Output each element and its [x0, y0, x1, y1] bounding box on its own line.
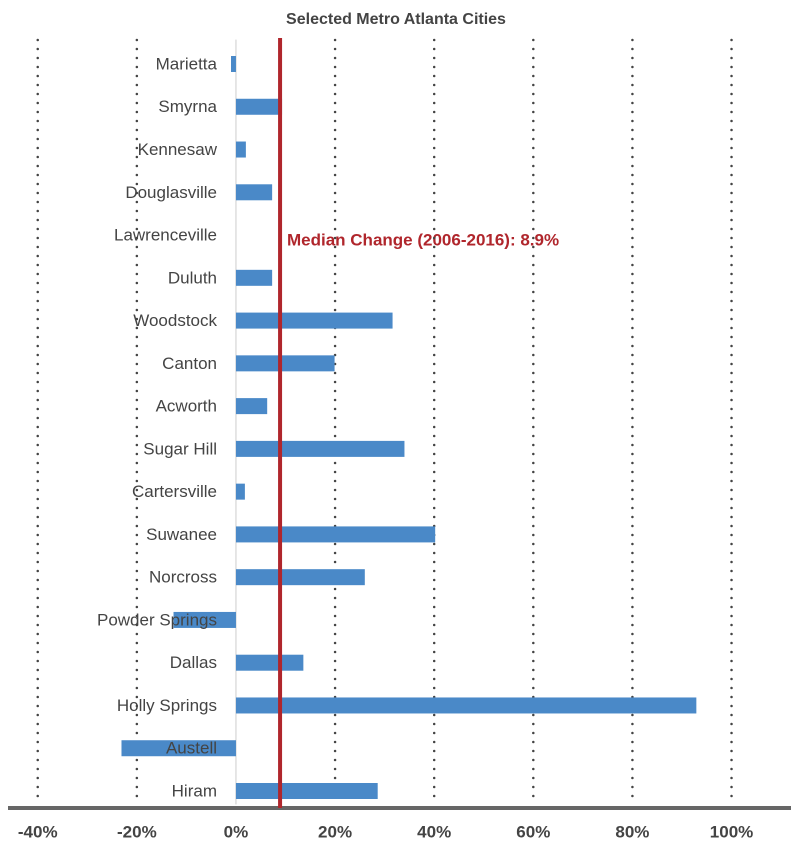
y-tick-label: Canton — [162, 354, 217, 373]
y-tick-label: Norcross — [149, 568, 217, 587]
x-tick-label: 60% — [516, 822, 550, 841]
y-tick-label: Duluth — [168, 268, 217, 287]
bar — [235, 355, 335, 372]
y-tick-label: Marietta — [156, 54, 218, 73]
y-tick-label: Cartersville — [132, 482, 217, 501]
bar — [235, 312, 393, 329]
bar — [235, 569, 365, 586]
y-tick-label: Dallas — [170, 653, 217, 672]
bar — [121, 740, 236, 757]
bar — [235, 184, 273, 201]
median-annotation: Median Change (2006-2016): 8.9% — [287, 230, 559, 249]
x-tick-label: 80% — [615, 822, 649, 841]
bar — [235, 398, 268, 415]
bar — [235, 526, 436, 543]
bar — [235, 697, 697, 714]
y-tick-label: Douglasville — [125, 183, 217, 202]
x-tick-label: -20% — [117, 822, 157, 841]
bar — [235, 783, 378, 799]
y-tick-label: Hiram — [172, 781, 217, 800]
y-tick-label: Suwanee — [146, 525, 217, 544]
bar — [231, 56, 236, 72]
x-tick-label: 0% — [224, 822, 249, 841]
bar — [235, 440, 405, 457]
bar — [235, 654, 304, 671]
x-tick-label: 100% — [710, 822, 753, 841]
bar — [235, 98, 283, 115]
y-tick-label: Woodstock — [133, 311, 217, 330]
y-tick-label: Powder Springs — [97, 610, 217, 629]
bar — [173, 611, 236, 628]
y-tick-label: Holly Springs — [117, 696, 217, 715]
y-tick-label: Sugar Hill — [143, 439, 217, 458]
y-tick-label: Kennesaw — [138, 140, 218, 159]
chart-title: Selected Metro Atlanta Cities — [286, 11, 506, 28]
bar — [235, 269, 273, 286]
y-tick-label: Austell — [166, 739, 217, 758]
x-tick-label: -40% — [18, 822, 58, 841]
y-tick-label: Smyrna — [158, 97, 217, 116]
bar — [235, 483, 245, 500]
bar — [235, 141, 246, 158]
y-tick-label: Lawrenceville — [114, 226, 217, 245]
y-tick-label: Acworth — [156, 397, 217, 416]
x-tick-label: 40% — [417, 822, 451, 841]
x-tick-label: 20% — [318, 822, 352, 841]
